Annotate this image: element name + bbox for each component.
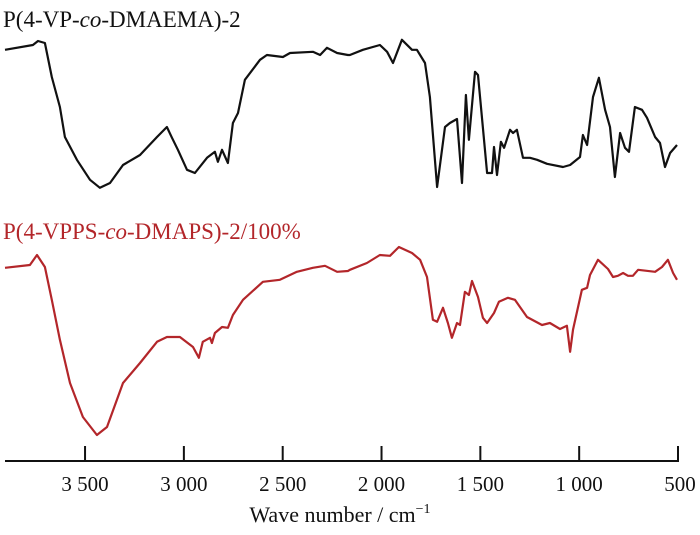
x-tick-label: 1 500: [457, 472, 504, 496]
series-label-red: P(4-VPPS-co-DMAPS)-2/100%: [3, 220, 301, 243]
x-tick-label: 3 500: [61, 472, 108, 496]
series-label-part: P(4-VPPS-: [3, 219, 106, 244]
x-tick-label: 3 000: [160, 472, 207, 496]
x-axis-title-text: Wave number / cm: [249, 502, 415, 527]
series-label-italic: co: [79, 7, 102, 32]
series-label-black: P(4-VP-co-DMAEMA)-2: [3, 8, 241, 31]
series-label-italic: co: [105, 219, 127, 244]
x-axis-title: Wave number / cm−1: [249, 502, 430, 527]
spectrum-line-1: [4, 38, 678, 189]
x-tick-label: 2 500: [259, 472, 306, 496]
x-tick-label: 1 000: [556, 472, 603, 496]
series-label-part: -DMAPS)-2/100%: [126, 219, 301, 244]
series-label-part: -DMAEMA)-2: [101, 7, 241, 32]
x-axis-title-superscript: −1: [416, 502, 431, 517]
series-layer: [4, 38, 678, 437]
spectrum-line-2: [4, 245, 678, 437]
x-tick-label: 2 000: [358, 472, 405, 496]
series-label-part: P(4-VP-: [3, 7, 80, 32]
x-tick-label: 500: [664, 472, 696, 496]
x-ticks: 3 500 3 000 2 500 2 000 1 500 1 000 500: [61, 446, 696, 496]
